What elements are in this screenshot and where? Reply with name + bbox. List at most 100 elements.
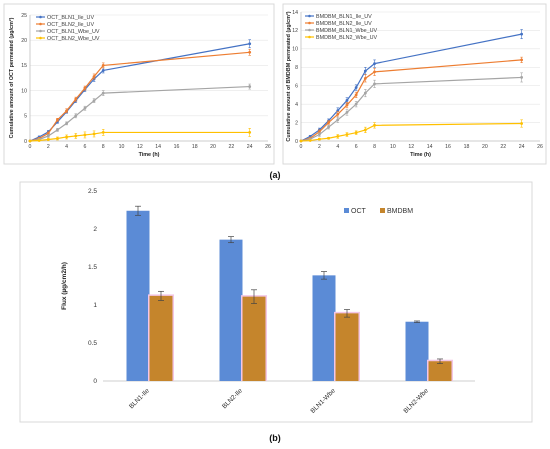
y-tick-label: 4	[295, 102, 298, 108]
x-tick-label: 26	[265, 144, 271, 150]
y-axis-label: Cumulative amount of OCT permeated (µg/c…	[9, 17, 15, 138]
legend-marker	[308, 28, 311, 32]
data-point	[83, 133, 87, 137]
caption-a: (a)	[270, 170, 281, 180]
x-tick-label: 18	[192, 144, 198, 150]
data-point	[92, 75, 96, 78]
data-point	[248, 50, 252, 54]
x-tick-label: 0	[300, 144, 303, 150]
caption-b: (b)	[269, 433, 281, 443]
x-axis-label: Time (h)	[139, 152, 160, 158]
y-tick-label: 0	[93, 378, 97, 385]
y-tick-label: 1	[93, 302, 97, 309]
series-line-3	[29, 131, 250, 142]
x-tick-label: 18	[464, 144, 470, 150]
data-point	[101, 91, 105, 95]
data-point	[345, 133, 349, 136]
y-tick-label: 0.5	[88, 340, 97, 347]
data-point	[354, 93, 358, 97]
bar	[242, 296, 266, 381]
y-tick-label: 20	[21, 38, 27, 44]
data-point	[83, 86, 87, 90]
x-tick-label: 6	[355, 144, 358, 150]
x-tick-label: 0	[29, 144, 32, 150]
bar	[405, 321, 429, 381]
legend-entry: BMDBM_BLN2_Ile_UV	[316, 21, 372, 27]
data-point	[363, 91, 367, 95]
data-point	[101, 69, 105, 72]
x-tick-label: 8	[102, 144, 105, 150]
data-point	[308, 139, 312, 142]
x-tick-label: 4	[65, 144, 68, 150]
x-tick-label: 6	[83, 144, 86, 150]
x-tick-label: 22	[500, 144, 506, 150]
data-point	[354, 86, 358, 89]
data-point	[317, 133, 321, 136]
legend-entry: OCT	[351, 208, 367, 215]
x-tick-label: 24	[247, 144, 253, 150]
y-tick-label: 2	[295, 120, 298, 126]
data-point	[46, 134, 50, 138]
data-point	[28, 139, 32, 143]
legend-entry: OCT_BLN2_Wbe_UV	[47, 36, 100, 42]
y-tick-label: 1.5	[88, 264, 97, 271]
data-point	[37, 139, 41, 142]
series-line-1	[300, 59, 522, 142]
data-point	[327, 136, 330, 140]
data-point	[363, 128, 367, 132]
data-point	[74, 134, 78, 138]
data-point	[336, 112, 340, 116]
data-point	[317, 137, 321, 141]
data-point	[373, 82, 376, 86]
legend-marker	[39, 36, 42, 40]
legend-marker	[308, 21, 311, 25]
data-point	[74, 114, 78, 118]
data-point	[354, 131, 358, 135]
x-axis-label: Time (h)	[410, 152, 431, 158]
data-point	[46, 132, 50, 135]
y-tick-label: 14	[292, 10, 298, 16]
bar	[312, 275, 336, 381]
x-tick-label: 20	[482, 144, 488, 150]
y-tick-label: 2.5	[88, 188, 97, 195]
data-point	[248, 85, 252, 88]
data-point	[248, 42, 252, 46]
x-tick-label: 2	[318, 144, 321, 150]
data-point	[74, 97, 78, 101]
series-line-2	[29, 85, 250, 142]
data-point	[363, 76, 367, 80]
data-point	[373, 123, 376, 127]
data-point	[299, 139, 303, 143]
bar	[149, 295, 173, 381]
y-tick-label: 25	[21, 13, 27, 19]
x-tick-label: 22	[228, 144, 234, 150]
y-tick-label: 6	[295, 84, 298, 90]
legend-swatch	[344, 208, 349, 213]
legend-entry: BMDBM	[387, 208, 413, 215]
data-point	[520, 76, 524, 79]
legend-entry: OCT_BLN1_Wbe_UV	[47, 29, 100, 35]
data-point	[65, 135, 69, 139]
bar	[126, 210, 150, 381]
legend-marker	[39, 15, 42, 19]
legend-entry: BMDBM_BLN1_Wbe_UV	[316, 28, 378, 34]
y-tick-label: 10	[292, 47, 298, 53]
bar	[219, 239, 243, 381]
y-tick-label: 5	[24, 114, 27, 120]
data-point	[363, 69, 367, 73]
data-point	[345, 103, 349, 107]
data-point	[373, 70, 376, 74]
data-point	[520, 122, 524, 125]
x-tick-label: 4	[336, 144, 339, 150]
x-tick-label: 2	[47, 144, 50, 150]
data-point	[373, 62, 376, 65]
series-line-3	[300, 122, 522, 142]
data-point	[83, 106, 87, 110]
legend-marker	[39, 29, 42, 33]
x-tick-label: 26	[537, 144, 543, 150]
data-point	[56, 118, 59, 122]
